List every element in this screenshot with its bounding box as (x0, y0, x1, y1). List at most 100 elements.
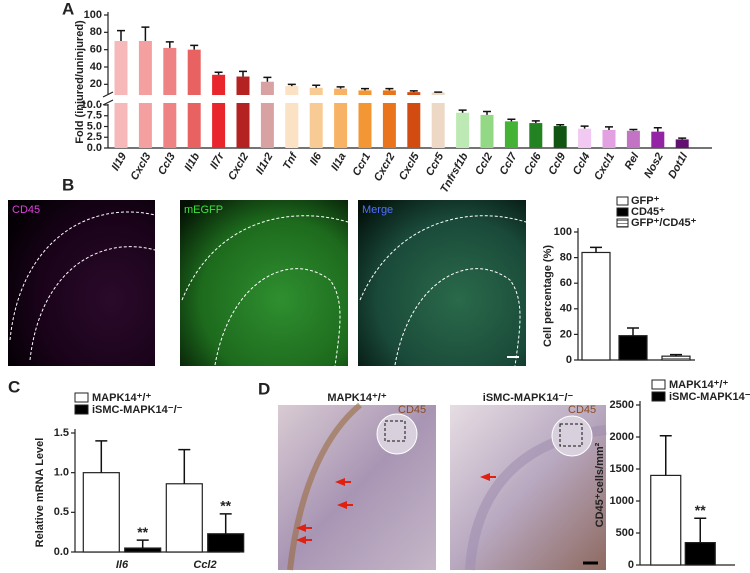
image-cd45 (8, 200, 155, 366)
error-bar (263, 76, 272, 82)
inset-box (384, 420, 406, 442)
error-bar (670, 353, 682, 357)
bar (407, 92, 421, 148)
legend-swatch (651, 379, 666, 390)
inset-box (559, 423, 583, 447)
bar (212, 74, 226, 148)
y-tick-label: 60 (560, 277, 572, 289)
bar (661, 355, 691, 361)
image-label: CD45 (568, 404, 596, 416)
arrow (337, 501, 353, 509)
y-tick-label: 100 (84, 9, 102, 21)
bar (165, 483, 203, 553)
error-bar (385, 87, 394, 91)
arrow (335, 478, 351, 486)
x-tick-label: Cxcr2 (372, 151, 398, 183)
y-tick-label: 20 (90, 78, 102, 90)
legend-swatch (616, 218, 629, 228)
error-bar (219, 513, 232, 534)
x-tick-label: Ccl4 (571, 151, 593, 177)
x-tick-label: Cxcl3 (128, 151, 153, 182)
bar (456, 112, 470, 148)
y-tick-label: 2000 (610, 431, 634, 443)
x-tick-label: Cxcl1 (592, 151, 617, 182)
error-bar (141, 26, 150, 41)
x-tick-label: Il19 (110, 150, 130, 173)
y-tick-label: 0 (566, 354, 572, 366)
bar (684, 541, 716, 566)
error-bar (694, 517, 707, 543)
error-bar (678, 137, 687, 140)
legend-swatch (616, 196, 629, 206)
x-tick-label: Ccl6 (522, 150, 544, 177)
y-tick-label: 2.5 (87, 131, 102, 143)
legend-label: iSMC-MAPK14⁻/⁻ (669, 391, 750, 403)
y-tick-label: 40 (90, 61, 102, 73)
x-tick-label: Il7r (208, 150, 227, 171)
legend-label: GFP⁺ (631, 195, 660, 207)
y-tick-label: 10.0 (81, 99, 102, 111)
arrow (296, 524, 312, 532)
y-tick-label: 7.5 (87, 110, 102, 122)
legend-label: GFP⁺/CD45⁺ (631, 217, 697, 229)
bar (114, 41, 128, 148)
break-mark (102, 91, 114, 98)
y-tick-label: 40 (560, 303, 572, 315)
y-tick-label: 0.5 (54, 506, 69, 518)
legend-label: CD45⁺ (631, 206, 665, 218)
legend-swatch (651, 391, 666, 402)
bar (650, 474, 682, 566)
error-bar (361, 87, 369, 91)
error-bar (483, 110, 491, 115)
error-bar (214, 71, 223, 75)
error-bar (117, 29, 125, 41)
y-tick-label: 0.0 (54, 546, 69, 558)
x-tick-label: Cxcl2 (226, 151, 251, 182)
image-merge (358, 200, 526, 366)
legend-swatch (616, 207, 629, 217)
bar (207, 533, 245, 553)
y-tick-label: 500 (616, 527, 634, 539)
arrow (480, 473, 496, 481)
bar (675, 139, 689, 148)
panel-label: A (62, 0, 74, 18)
y-tick-label: 1.5 (54, 427, 69, 439)
y-tick-label: 1.0 (54, 467, 69, 479)
x-tick-label: Cxcl5 (397, 150, 423, 182)
error-bar (556, 124, 565, 127)
image-label: Merge (362, 204, 393, 216)
x-tick-label: Ccl9 (546, 150, 568, 177)
x-tick-label: Il1r2 (254, 151, 276, 177)
dashed-outline (359, 215, 527, 301)
bar (626, 130, 640, 148)
y-tick-label: 2500 (610, 399, 634, 411)
y-tick-label: 0 (628, 559, 634, 571)
error-bar (580, 125, 589, 129)
dashed-outline (214, 268, 341, 367)
error-bar (605, 126, 613, 130)
error-bar (629, 128, 638, 131)
error-bar (531, 120, 540, 124)
legend-label: MAPK14⁺/⁺ (92, 392, 151, 404)
bar (553, 126, 567, 148)
y-axis-label: Fold (injured/uninjured) (74, 20, 86, 144)
inset (551, 415, 593, 457)
x-tick-label: Ccr1 (350, 151, 373, 178)
bar (82, 472, 120, 553)
panel-label: B (62, 175, 74, 194)
image-label: MAPK14⁺/⁺ (327, 392, 386, 404)
arrows (296, 473, 496, 544)
legend-swatch (74, 392, 89, 403)
error-bar (653, 127, 662, 132)
x-tick-label: Tnf (281, 150, 301, 172)
x-tick-label: Ccr5 (424, 150, 447, 178)
bar (504, 121, 518, 148)
panel-label: D (258, 379, 270, 398)
bar (382, 90, 396, 148)
y-axis-label: Cell percentage (%) (542, 245, 554, 347)
error-bar (190, 44, 199, 50)
x-tick-label: Il6 (308, 150, 325, 167)
x-tick-label: Ccl3 (156, 151, 178, 177)
y-tick-label: 0.0 (87, 142, 102, 154)
